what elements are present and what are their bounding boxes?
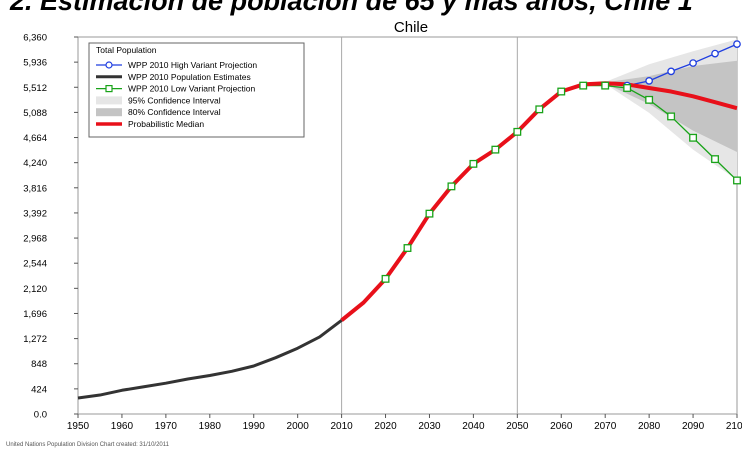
y-tick-label: 4,664 (23, 133, 47, 144)
y-tick-label: 4,240 (23, 158, 47, 169)
data-point-low (447, 182, 456, 191)
x-tick-label: 2080 (638, 421, 661, 432)
legend-item-label: WPP 2010 Low Variant Projection (128, 84, 256, 94)
data-point-high (667, 67, 675, 76)
y-tick-label: 3,816 (23, 183, 47, 194)
legend-item-label: 95% Confidence Interval (128, 95, 221, 105)
data-point-high (645, 77, 653, 85)
data-point-low (733, 176, 741, 185)
data-point-low (689, 133, 698, 142)
legend-box (88, 42, 305, 138)
y-tick-label: 5,936 (23, 58, 47, 69)
data-point-high (689, 59, 697, 67)
y-tick-label: 5,088 (23, 108, 47, 119)
data-point-low (711, 155, 719, 164)
y-axis: 0.0 424 848 1,272 1,696 2,120 2,544 2,968 3,392 3… (23, 33, 78, 421)
legend-item-label: Probabilistic Median (128, 119, 204, 129)
grid-lines (341, 37, 518, 414)
x-tick-label: 1970 (155, 421, 178, 432)
legend-swatch-ci80 (96, 108, 122, 117)
y-tick-label: 848 (31, 359, 47, 370)
x-tick-label: 2060 (550, 421, 573, 432)
data-point-low (535, 105, 544, 114)
y-tick-label: 5,512 (23, 83, 47, 94)
data-point-low (557, 87, 566, 96)
legend-marker-low (105, 84, 113, 93)
page-heading-container: 2. Estimación de población de 65 y más a… (0, 0, 742, 20)
data-point-low (601, 81, 610, 90)
chart-title: Chile (394, 19, 428, 36)
data-point-low (491, 145, 500, 154)
x-tick-label: 2000 (287, 421, 310, 432)
data-point-low (403, 244, 412, 252)
x-tick-label: 1990 (243, 421, 266, 432)
page-heading: 2. Estimación de población de 65 y más a… (10, 0, 693, 16)
legend-swatch-ci95 (96, 96, 122, 105)
x-axis: 1950 1960 1970 1980 1990 2000 2010 2020 2030 2040… (67, 414, 742, 432)
data-point-low (381, 274, 390, 283)
y-tick-label: 6,360 (23, 33, 47, 44)
y-tick-label: 1,272 (23, 334, 47, 345)
y-tick-label: 1,696 (23, 309, 47, 320)
data-point-low (667, 112, 676, 121)
x-tick-label: 2040 (462, 421, 485, 432)
series-line (77, 319, 343, 400)
y-tick-label: 2,968 (23, 234, 47, 245)
y-tick-label: 2,120 (23, 284, 47, 295)
y-tick-label: 424 (31, 384, 47, 395)
x-tick-label: 1960 (111, 421, 134, 432)
data-point-low (425, 209, 434, 218)
data-point-low (623, 84, 632, 92)
y-tick-label: 0.0 (34, 410, 47, 421)
legend-item-label: WPP 2010 High Variant Projection (128, 60, 257, 70)
series-markers (381, 40, 741, 283)
x-tick-label: 2020 (374, 421, 397, 432)
footer-note: United Nations Population Division Chart… (6, 442, 169, 448)
x-tick-label: 1980 (199, 421, 222, 432)
data-point-high (733, 40, 741, 48)
x-tick-label: 2070 (594, 421, 617, 432)
legend-title: Total Population (96, 45, 157, 55)
legend: Total Population WPP 2010 High Variant P… (88, 42, 305, 138)
y-tick-label: 2,544 (23, 259, 47, 270)
legend-item-label: WPP 2010 Population Estimates (128, 72, 251, 82)
y-tick-label: 3,392 (23, 208, 47, 219)
x-tick-label: 2050 (506, 421, 529, 432)
x-tick-label: 1950 (67, 421, 90, 432)
x-tick-label: 2030 (418, 421, 441, 432)
legend-marker-high (105, 61, 113, 69)
data-point-high (711, 49, 719, 58)
population-chart: Chile 1950 1960 1970 1980 1990 2000 2010 2020 20… (23, 19, 742, 432)
data-point-low (579, 81, 588, 90)
x-tick-label: 2090 (682, 421, 705, 432)
data-point-low (469, 159, 478, 168)
x-tick-label: 2010 (330, 421, 353, 432)
data-point-low (513, 127, 522, 136)
data-point-low (645, 95, 654, 104)
legend-item-label: 80% Confidence Interval (128, 107, 221, 117)
